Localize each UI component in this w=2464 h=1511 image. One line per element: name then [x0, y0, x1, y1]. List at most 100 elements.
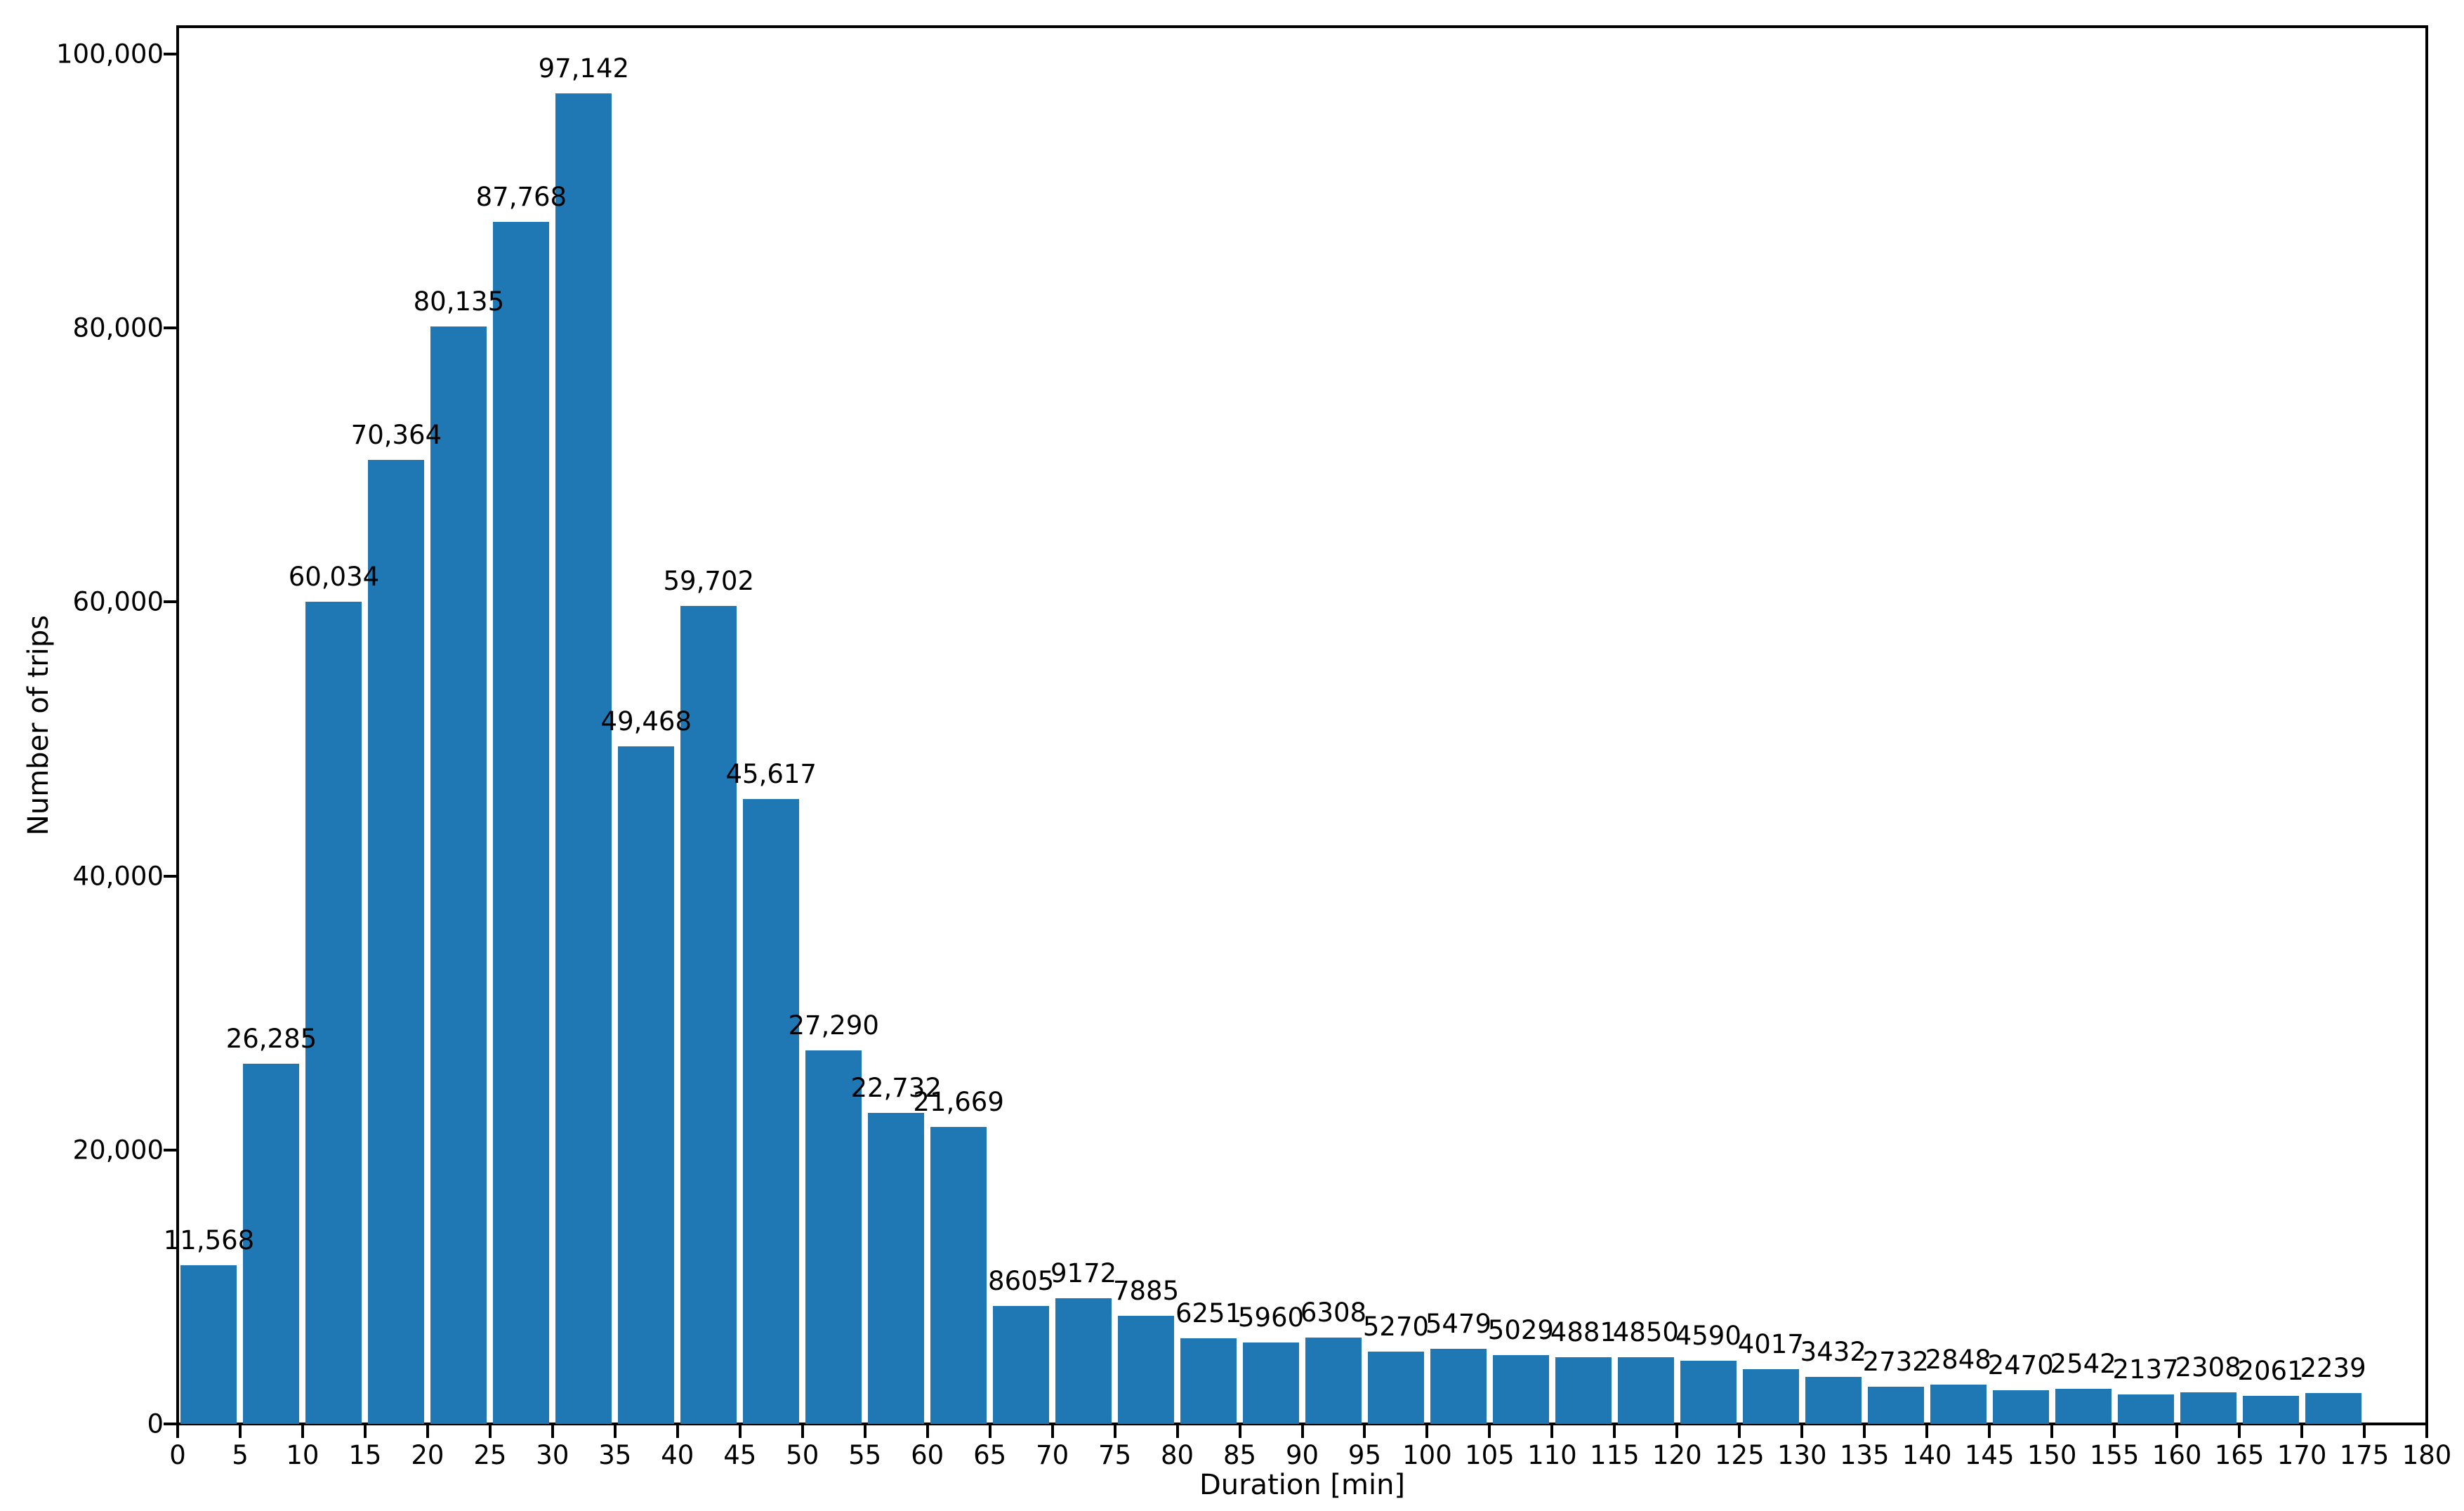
- bar-value-label: 4881: [1550, 1317, 1616, 1347]
- bar-value-label: 4850: [1612, 1317, 1679, 1348]
- x-tick-label: 155: [2089, 1440, 2140, 1470]
- bar-value-label: 27,290: [788, 1010, 879, 1041]
- histogram-bar: [430, 326, 487, 1424]
- histogram-bar: [1180, 1338, 1237, 1424]
- bar-value-label: 2848: [1925, 1345, 1991, 1375]
- bar-value-label: 3432: [1800, 1337, 1866, 1368]
- x-tick-mark: [1050, 1425, 1054, 1438]
- bar-value-label: 49,468: [600, 706, 692, 737]
- y-tick-mark: [164, 1423, 176, 1425]
- x-tick-label: 105: [1465, 1440, 1515, 1470]
- histogram-bar: [1492, 1354, 1549, 1424]
- x-tick-label: 140: [1902, 1440, 1952, 1470]
- histogram-bar: [1430, 1349, 1487, 1424]
- histogram-bar: [243, 1064, 300, 1424]
- x-tick-mark: [1175, 1425, 1179, 1438]
- x-tick-mark: [551, 1425, 554, 1438]
- x-tick-mark: [176, 1425, 179, 1438]
- y-tick-mark: [164, 326, 176, 330]
- y-axis-title: Number of trips: [22, 614, 55, 836]
- histogram-bar: [1680, 1361, 1737, 1424]
- bar-value-label: 97,142: [538, 53, 630, 84]
- x-tick-mark: [1738, 1425, 1741, 1438]
- bar-value-label: 21,669: [913, 1087, 1004, 1118]
- histogram-bar: [1930, 1385, 1987, 1424]
- histogram-bar: [2055, 1389, 2111, 1424]
- x-tick-mark: [2175, 1425, 2179, 1438]
- right-spine: [2425, 25, 2428, 1425]
- x-axis-spine: [176, 1423, 2428, 1425]
- x-tick-label: 160: [2152, 1440, 2202, 1470]
- y-tick-label: 0: [147, 1408, 164, 1439]
- x-tick-mark: [925, 1425, 929, 1438]
- x-tick-label: 0: [169, 1440, 186, 1470]
- bar-value-label: 5479: [1425, 1309, 1492, 1340]
- y-tick-mark: [164, 53, 176, 56]
- x-tick-mark: [676, 1425, 679, 1438]
- x-tick-mark: [863, 1425, 867, 1438]
- bar-value-label: 8605: [988, 1266, 1055, 1297]
- y-tick-label: 40,000: [72, 861, 164, 892]
- bar-value-label: 59,702: [663, 566, 754, 597]
- bar-value-label: 2542: [2050, 1349, 2116, 1380]
- y-tick-label: 80,000: [72, 312, 164, 343]
- x-tick-label: 85: [1223, 1440, 1257, 1470]
- histogram-bar: [930, 1127, 987, 1424]
- x-tick-mark: [1925, 1425, 1929, 1438]
- bar-value-label: 9172: [1050, 1258, 1117, 1289]
- x-tick-label: 80: [1161, 1440, 1194, 1470]
- histogram-bar: [2305, 1393, 2361, 1424]
- x-tick-label: 40: [661, 1440, 694, 1470]
- histogram-bar: [993, 1306, 1050, 1424]
- x-tick-mark: [238, 1425, 242, 1438]
- x-tick-mark: [1363, 1425, 1366, 1438]
- x-tick-mark: [2050, 1425, 2054, 1438]
- x-tick-mark: [1863, 1425, 1866, 1438]
- bar-value-label: 80,135: [413, 286, 505, 317]
- y-tick-label: 100,000: [55, 39, 164, 70]
- x-tick-mark: [988, 1425, 991, 1438]
- histogram-bar: [2242, 1395, 2299, 1424]
- bar-value-label: 7885: [1112, 1276, 1180, 1307]
- histogram-bar: [1617, 1357, 1674, 1424]
- bar-value-label: 2732: [1862, 1346, 1929, 1377]
- x-tick-label: 15: [348, 1440, 382, 1470]
- x-tick-mark: [1300, 1425, 1304, 1438]
- x-tick-mark: [1613, 1425, 1616, 1438]
- x-tick-label: 30: [536, 1440, 569, 1470]
- y-tick-label: 60,000: [72, 586, 164, 617]
- histogram-bar: [1555, 1357, 1612, 1424]
- x-tick-mark: [1675, 1425, 1679, 1438]
- x-tick-label: 10: [286, 1440, 319, 1470]
- bar-value-label: 4017: [1737, 1328, 1804, 1359]
- x-tick-label: 125: [1714, 1440, 1765, 1470]
- x-tick-mark: [1800, 1425, 1804, 1438]
- x-tick-label: 110: [1527, 1440, 1577, 1470]
- x-tick-label: 180: [2402, 1440, 2452, 1470]
- x-tick-mark: [2300, 1425, 2304, 1438]
- x-tick-label: 150: [2027, 1440, 2077, 1470]
- histogram-bar: [680, 606, 737, 1424]
- x-tick-label: 70: [1036, 1440, 1069, 1470]
- histogram-bar: [1367, 1352, 1424, 1424]
- histogram-bar: [805, 1050, 862, 1424]
- histogram-bar: [1243, 1342, 1299, 1424]
- bar-value-label: 70,364: [350, 420, 442, 451]
- x-tick-mark: [2113, 1425, 2116, 1438]
- x-tick-mark: [2363, 1425, 2366, 1438]
- y-tick-label: 20,000: [72, 1135, 164, 1166]
- bar-value-label: 60,034: [288, 561, 380, 592]
- bar-value-label: 4590: [1675, 1321, 1741, 1352]
- x-tick-mark: [488, 1425, 492, 1438]
- histogram-bar: [2180, 1392, 2236, 1424]
- histogram-bar: [618, 746, 675, 1424]
- histogram-bar: [305, 601, 362, 1424]
- x-tick-mark: [426, 1425, 429, 1438]
- x-tick-label: 120: [1652, 1440, 1702, 1470]
- x-tick-mark: [363, 1425, 367, 1438]
- x-tick-mark: [1550, 1425, 1554, 1438]
- histogram-bar: [1805, 1377, 1862, 1424]
- y-tick-mark: [164, 874, 176, 878]
- y-tick-mark: [164, 1148, 176, 1152]
